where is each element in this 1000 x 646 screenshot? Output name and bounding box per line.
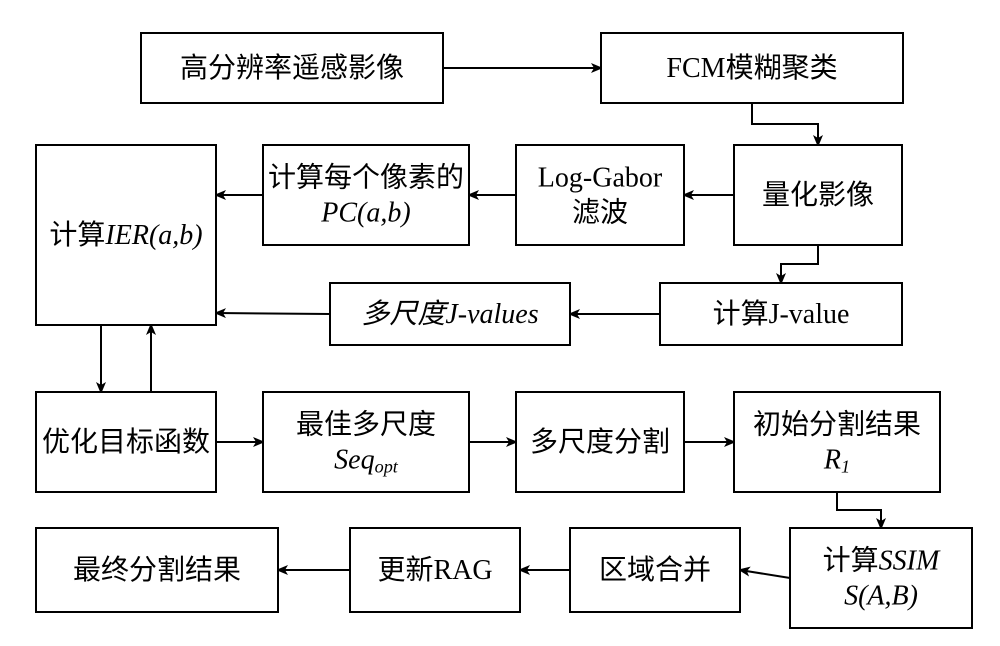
flow-node-multiseg: 多尺度分割 (516, 392, 684, 492)
flow-node-multiJ: 多尺度J-values (330, 283, 570, 345)
flow-arrow (216, 313, 330, 314)
node-label: PC(a,b) (320, 197, 410, 228)
flow-node-opt: 优化目标函数 (36, 392, 216, 492)
flow-node-final: 最终分割结果 (36, 528, 278, 612)
node-label: 计算每个像素的 (268, 161, 464, 193)
flow-node-initR: 初始分割结果R1 (734, 392, 940, 492)
flow-node-input: 高分辨率遥感影像 (141, 33, 443, 103)
flow-arrow (837, 492, 881, 528)
flow-node-log: Log-Gabor滤波 (516, 145, 684, 245)
node-label: 计算IER(a,b) (49, 219, 202, 251)
node-label: 更新RAG (377, 554, 492, 586)
flow-arrow (752, 103, 818, 145)
node-label: S(A,B) (844, 580, 918, 611)
node-label: 量化影像 (762, 179, 874, 211)
node-box (734, 392, 940, 492)
flow-node-merge: 区域合并 (570, 528, 740, 612)
flow-node-ssim: 计算SSIM S(A,B) (790, 528, 972, 628)
flow-node-seq: 最佳多尺度Seqopt (263, 392, 469, 492)
flow-node-rag: 更新RAG (350, 528, 520, 612)
node-label: 滤波 (572, 196, 628, 228)
node-label: 初始分割结果 (753, 408, 921, 440)
node-label: 最终分割结果 (73, 554, 241, 586)
flow-node-ier: 计算IER(a,b) (36, 145, 216, 325)
node-label: 多尺度分割 (530, 426, 670, 458)
flow-node-pc: 计算每个像素的 PC(a,b) (263, 145, 469, 245)
node-box (790, 528, 972, 628)
flow-arrow (781, 245, 818, 283)
node-box (263, 145, 469, 245)
node-label: 优化目标函数 (42, 426, 210, 458)
node-label: 计算SSIM (823, 544, 941, 576)
node-label: 多尺度J-values (361, 299, 538, 330)
node-label: 最佳多尺度 (296, 408, 436, 440)
node-label: 计算J-value (713, 298, 850, 330)
node-box (516, 145, 684, 245)
node-label: FCM模糊聚类 (666, 52, 837, 84)
node-label: Log-Gabor (538, 162, 663, 193)
flow-node-fcm: FCM模糊聚类 (601, 33, 903, 103)
flow-node-calcJ: 计算J-value (660, 283, 902, 345)
node-label: 区域合并 (599, 554, 711, 586)
node-box (263, 392, 469, 492)
node-label: 高分辨率遥感影像 (180, 52, 404, 84)
flow-arrow (740, 570, 790, 578)
flow-node-quant: 量化影像 (734, 145, 902, 245)
